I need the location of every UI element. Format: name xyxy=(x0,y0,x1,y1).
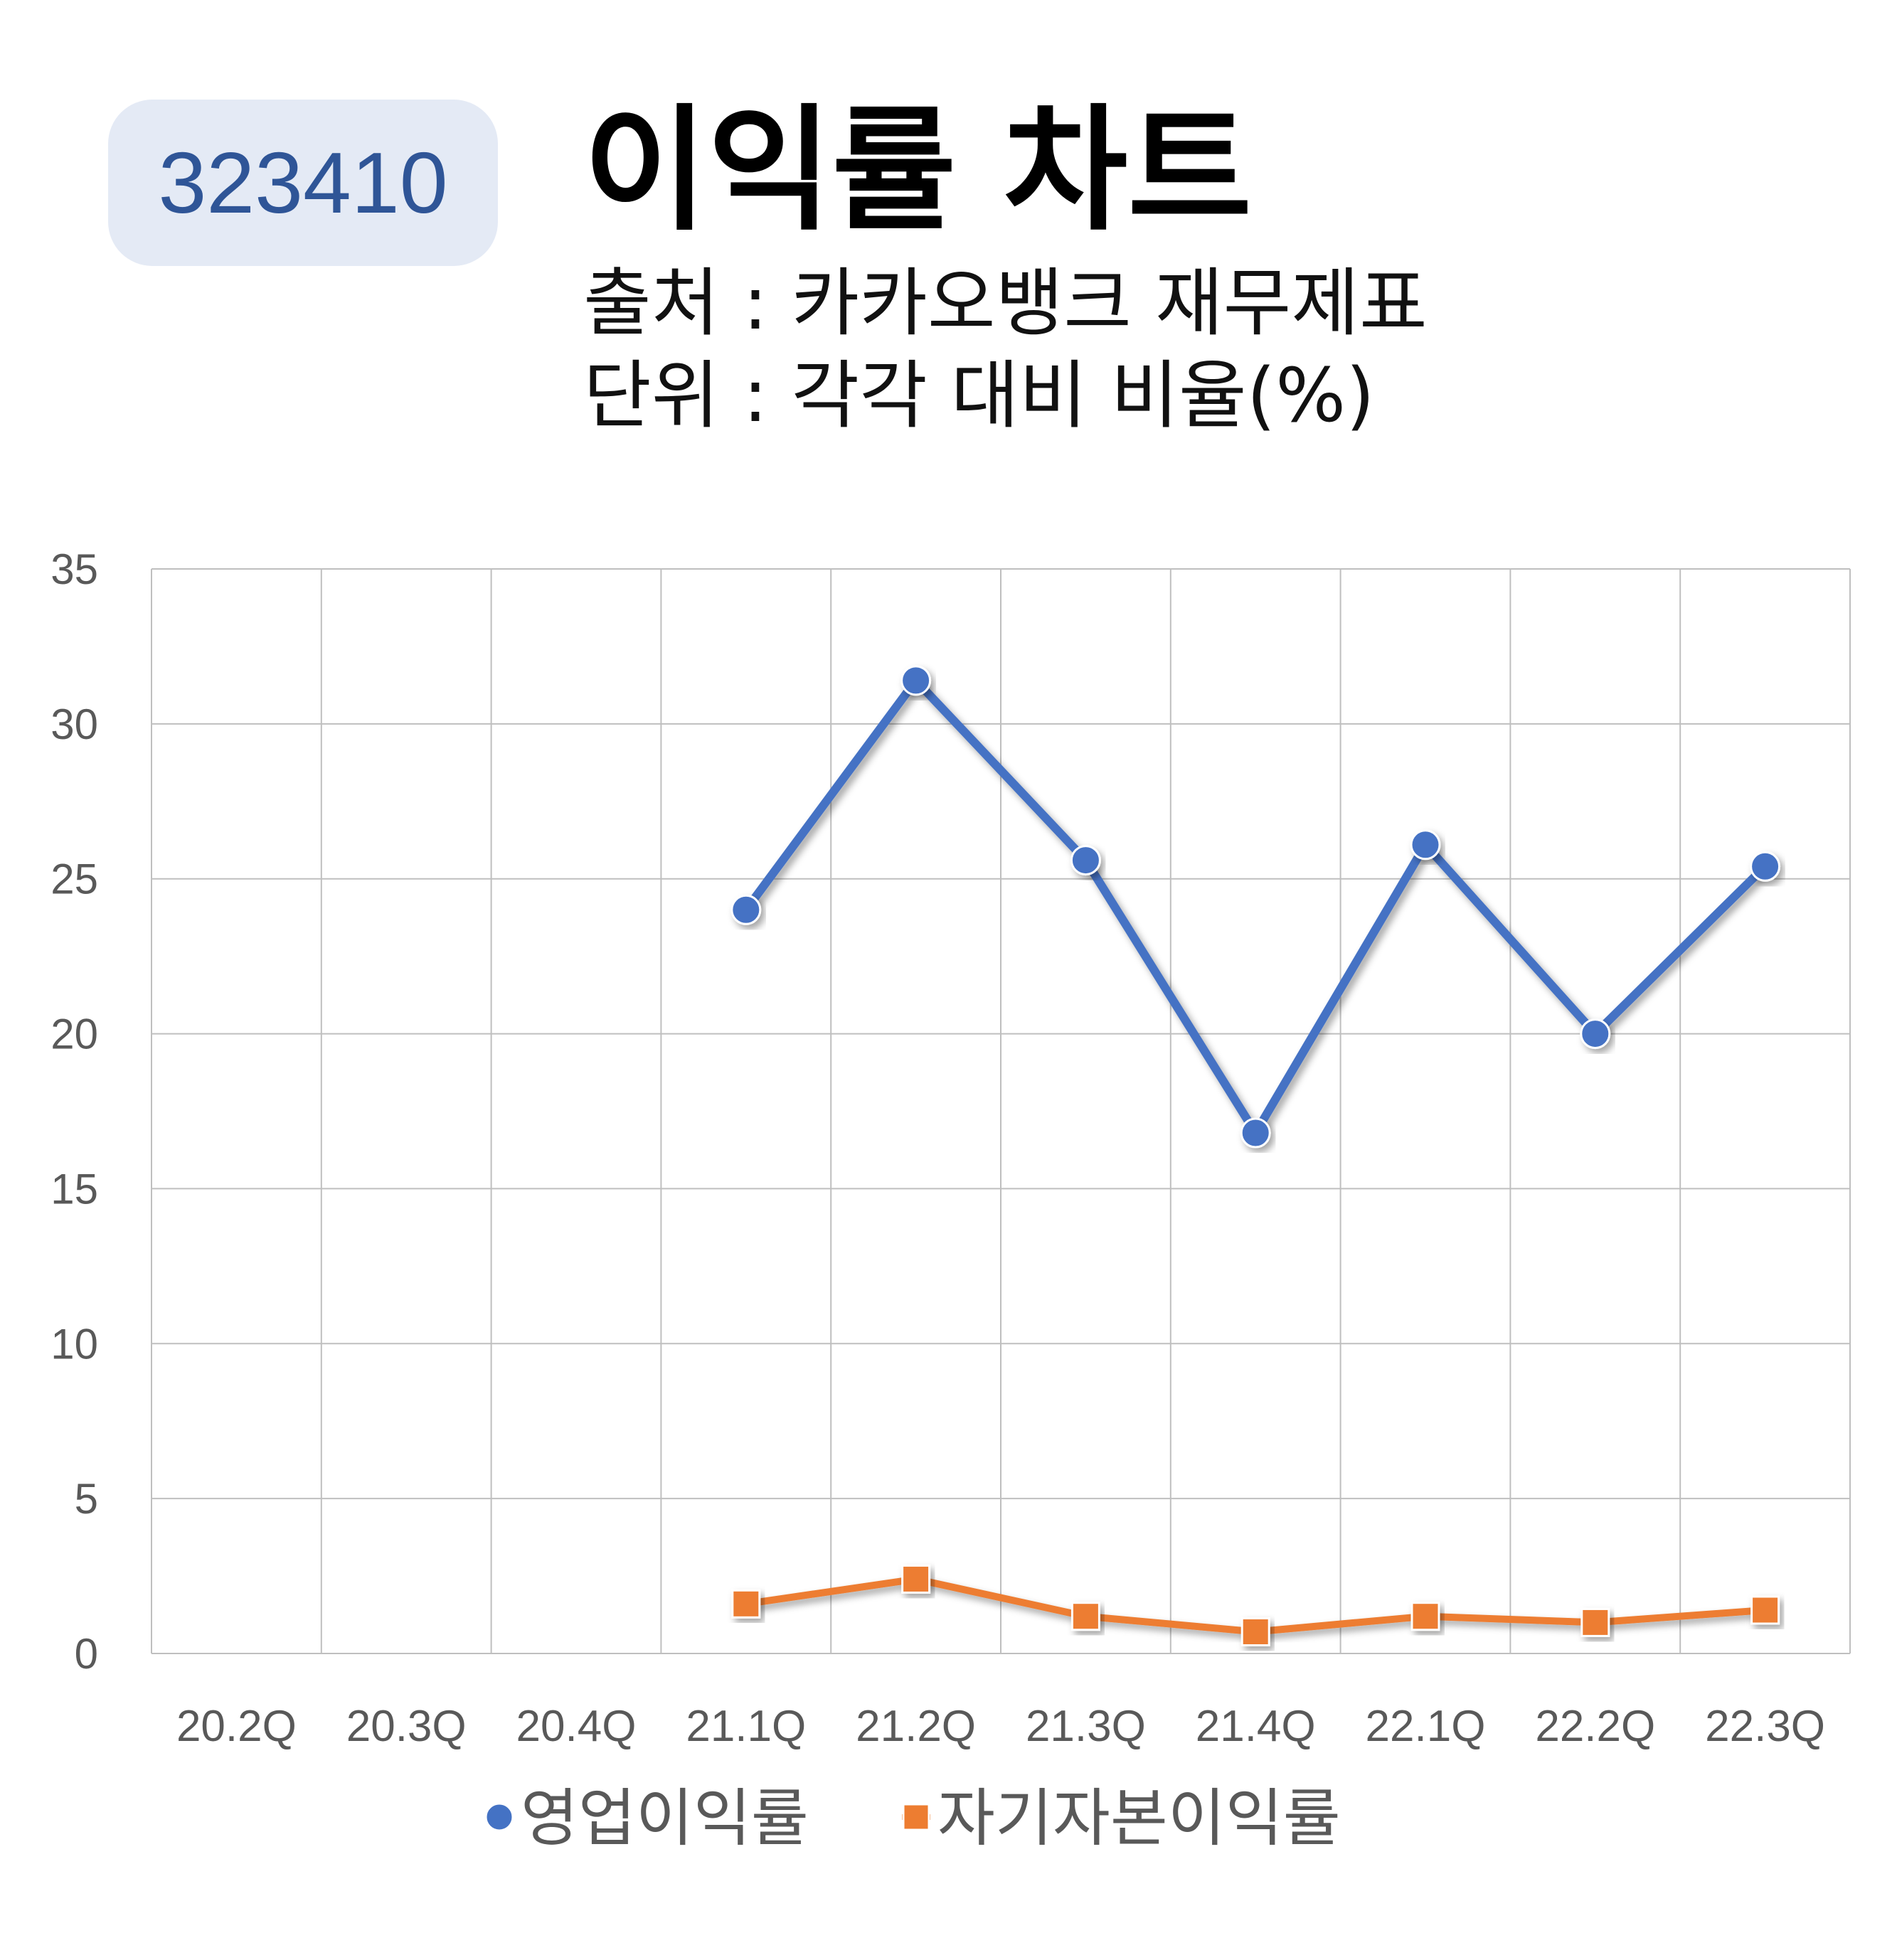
x-tick-label: 22.1Q xyxy=(1366,1702,1486,1751)
y-tick-label: 30 xyxy=(51,701,98,748)
data-point xyxy=(1240,1617,1270,1646)
x-tick-label: 20.2Q xyxy=(176,1702,297,1751)
data-point xyxy=(1580,1607,1610,1637)
series-lines xyxy=(730,665,1781,1646)
legend-marker xyxy=(902,1803,930,1831)
legend-label: 자기자본이익률 xyxy=(937,1781,1341,1855)
stock-code: 323410 xyxy=(158,134,448,231)
data-point xyxy=(1580,1018,1611,1050)
x-tick-label: 21.1Q xyxy=(686,1702,806,1751)
data-point xyxy=(1410,1602,1440,1631)
data-point xyxy=(731,1589,761,1619)
data-point xyxy=(1750,851,1781,882)
data-point xyxy=(1070,845,1101,876)
source-line: 출처 : 카카오뱅크 재무제표 xyxy=(583,260,1428,346)
x-axis-ticks: 20.2Q 20.3Q 20.4Q 21.1Q 21.2Q 21.3Q 21.4Q 22.1Q… xyxy=(176,1702,1825,1751)
data-point xyxy=(901,1564,931,1594)
data-point xyxy=(1410,829,1441,861)
x-tick-label: 21.4Q xyxy=(1196,1702,1316,1751)
x-tick-label: 21.2Q xyxy=(856,1702,976,1751)
x-tick-label: 22.2Q xyxy=(1535,1702,1655,1751)
x-tick-label: 22.3Q xyxy=(1705,1702,1825,1751)
data-point xyxy=(900,665,932,696)
y-tick-label: 0 xyxy=(75,1630,98,1678)
legend-item: 자기자본이익률 xyxy=(902,1781,1341,1855)
series-1 xyxy=(730,665,1781,1149)
series-2 xyxy=(731,1564,1780,1646)
legend-item: 영업이익률 xyxy=(484,1781,809,1855)
series-line xyxy=(742,676,1768,1137)
chart-title: 이익률 차트 xyxy=(583,92,1253,249)
y-tick-label: 5 xyxy=(75,1475,98,1523)
legend-label: 영업이익률 xyxy=(521,1781,809,1855)
data-point xyxy=(1750,1595,1780,1625)
legend-marker xyxy=(484,1802,514,1832)
x-tick-label: 20.4Q xyxy=(516,1702,637,1751)
unit-line: 단위 : 각각 대비 비율(%) xyxy=(583,352,1375,439)
stock-code-badge: 323410 xyxy=(108,100,498,266)
y-tick-label: 25 xyxy=(51,856,98,903)
y-tick-label: 10 xyxy=(51,1320,98,1368)
x-tick-label: 20.3Q xyxy=(346,1702,467,1751)
data-point xyxy=(1240,1117,1271,1149)
y-tick-label: 20 xyxy=(51,1011,98,1058)
data-point xyxy=(1070,1602,1100,1631)
data-point xyxy=(730,894,762,925)
y-tick-label: 15 xyxy=(51,1165,98,1213)
y-axis-ticks: 0 5 10 15 20 25 30 35 xyxy=(51,545,98,1678)
grid xyxy=(151,568,1851,1654)
y-tick-label: 35 xyxy=(51,545,98,593)
x-tick-label: 21.3Q xyxy=(1026,1702,1146,1751)
legend: 영업이익률 자기자본이익률 xyxy=(484,1781,1341,1855)
